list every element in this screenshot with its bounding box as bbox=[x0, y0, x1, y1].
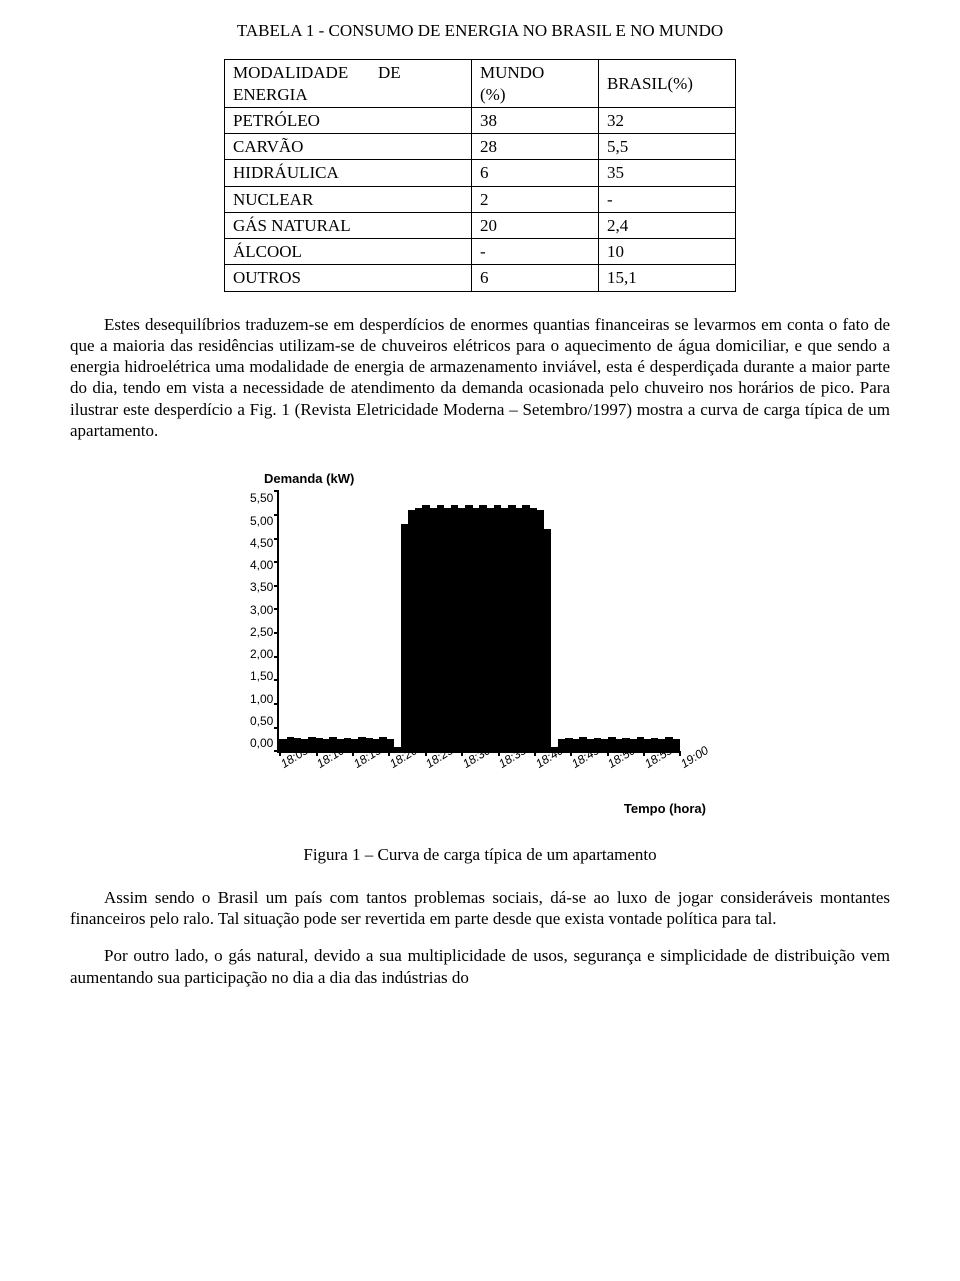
chart-y-tick bbox=[274, 727, 279, 729]
page: TABELA 1 - CONSUMO DE ENERGIA NO BRASIL … bbox=[0, 0, 960, 1024]
header-mundo-b: (%) bbox=[480, 85, 505, 104]
chart-plot-row: 5,50 5,00 4,50 4,00 3,50 3,00 2,50 2,00 1,50 1,00… bbox=[250, 491, 710, 753]
chart-y-tick-label: 2,00 bbox=[250, 647, 273, 662]
chart-container: Demanda (kW) 5,50 5,00 4,50 4,00 3,50 3,00 2,5… bbox=[70, 471, 890, 818]
chart-y-title: Demanda (kW) bbox=[264, 471, 710, 487]
chart-y-tick bbox=[274, 561, 279, 563]
cell-mundo: 6 bbox=[472, 160, 599, 186]
chart-y-axis: 5,50 5,00 4,50 4,00 3,50 3,00 2,50 2,00 1,50 1,00… bbox=[250, 491, 277, 751]
cell-cat: ÁLCOOL bbox=[225, 239, 472, 265]
table-row: CARVÃO28 5,5 bbox=[225, 134, 736, 160]
chart-y-tick-label: 3,00 bbox=[250, 603, 273, 618]
header-modalidade-b: DE bbox=[378, 63, 401, 82]
cell-brasil: 10 bbox=[599, 239, 736, 265]
chart-y-tick-label: 5,00 bbox=[250, 514, 273, 529]
table-row: GÁS NATURAL202,4 bbox=[225, 212, 736, 238]
chart-y-tick bbox=[274, 514, 279, 516]
chart-y-tick-label: 0,00 bbox=[250, 736, 273, 751]
chart-x-title: Tempo (hora) bbox=[250, 801, 710, 817]
header-energia: ENERGIA bbox=[233, 85, 308, 104]
paragraph-2: Assim sendo o Brasil um país com tantos … bbox=[70, 887, 890, 930]
chart-y-tick-label: 5,50 bbox=[250, 491, 273, 506]
paragraph-3: Por outro lado, o gás natural, devido a … bbox=[70, 945, 890, 988]
table-row: PETRÓLEO3832 bbox=[225, 107, 736, 133]
cell-cat: CARVÃO bbox=[225, 134, 472, 160]
chart-y-tick bbox=[274, 490, 279, 492]
cell-mundo: 38 bbox=[472, 107, 599, 133]
cell-cat: HIDRÁULICA bbox=[225, 160, 472, 186]
cell-brasil: 32 bbox=[599, 107, 736, 133]
cell-mundo: 6 bbox=[472, 265, 599, 291]
paragraph-1: Estes desequilíbrios traduzem-se em desp… bbox=[70, 314, 890, 442]
table-row: HIDRÁULICA635 bbox=[225, 160, 736, 186]
chart-bar bbox=[672, 739, 680, 751]
cell-brasil: - bbox=[599, 186, 736, 212]
cell-cat: NUCLEAR bbox=[225, 186, 472, 212]
chart-y-tick-label: 4,00 bbox=[250, 558, 273, 573]
chart-y-tick-label: 1,50 bbox=[250, 669, 273, 684]
cell-mundo: 2 bbox=[472, 186, 599, 212]
header-mundo-a: MUNDO bbox=[480, 63, 544, 82]
cell-cat: GÁS NATURAL bbox=[225, 212, 472, 238]
chart-y-tick bbox=[274, 679, 279, 681]
header-modalidade: MODALIDADE DE ENERGIA bbox=[225, 60, 472, 108]
chart-y-tick bbox=[274, 656, 279, 658]
chart-bar bbox=[544, 529, 552, 751]
cell-mundo: - bbox=[472, 239, 599, 265]
energy-table: MODALIDADE DE ENERGIA MUNDO (%) BRASIL(%… bbox=[224, 59, 736, 291]
chart-y-tick-label: 3,50 bbox=[250, 580, 273, 595]
cell-mundo: 20 bbox=[472, 212, 599, 238]
cell-brasil: 35 bbox=[599, 160, 736, 186]
cell-mundo: 28 bbox=[472, 134, 599, 160]
table-container: MODALIDADE DE ENERGIA MUNDO (%) BRASIL(%… bbox=[70, 59, 890, 291]
header-brasil-a: BRASIL(%) bbox=[607, 74, 693, 93]
chart-plot-area bbox=[277, 491, 679, 753]
chart-y-tick bbox=[274, 538, 279, 540]
cell-brasil: 5,5 bbox=[599, 134, 736, 160]
table-title: TABELA 1 - CONSUMO DE ENERGIA NO BRASIL … bbox=[70, 20, 890, 41]
cell-cat: OUTROS bbox=[225, 265, 472, 291]
chart-y-tick bbox=[274, 632, 279, 634]
chart-y-tick-label: 0,50 bbox=[250, 714, 273, 729]
chart-y-tick-label: 2,50 bbox=[250, 625, 273, 640]
cell-brasil: 2,4 bbox=[599, 212, 736, 238]
table-row: ÁLCOOL-10 bbox=[225, 239, 736, 265]
table-row: NUCLEAR2- bbox=[225, 186, 736, 212]
chart-y-tick bbox=[274, 585, 279, 587]
header-modalidade-a: MODALIDADE bbox=[233, 63, 348, 82]
chart-y-tick bbox=[274, 608, 279, 610]
chart-y-tick-label: 4,50 bbox=[250, 536, 273, 551]
chart-y-tick-label: 1,00 bbox=[250, 692, 273, 707]
header-mundo: MUNDO (%) bbox=[472, 60, 599, 108]
header-brasil: BRASIL(%) bbox=[599, 60, 736, 108]
cell-brasil: 15,1 bbox=[599, 265, 736, 291]
figure-caption: Figura 1 – Curva de carga típica de um a… bbox=[70, 844, 890, 865]
table-row: OUTROS615,1 bbox=[225, 265, 736, 291]
chart-x-labels: 18:0518:1018:1518:2018:2518:3018:3518:40… bbox=[286, 753, 710, 795]
demand-chart: Demanda (kW) 5,50 5,00 4,50 4,00 3,50 3,00 2,5… bbox=[250, 471, 710, 818]
cell-cat: PETRÓLEO bbox=[225, 107, 472, 133]
chart-y-tick bbox=[274, 703, 279, 705]
